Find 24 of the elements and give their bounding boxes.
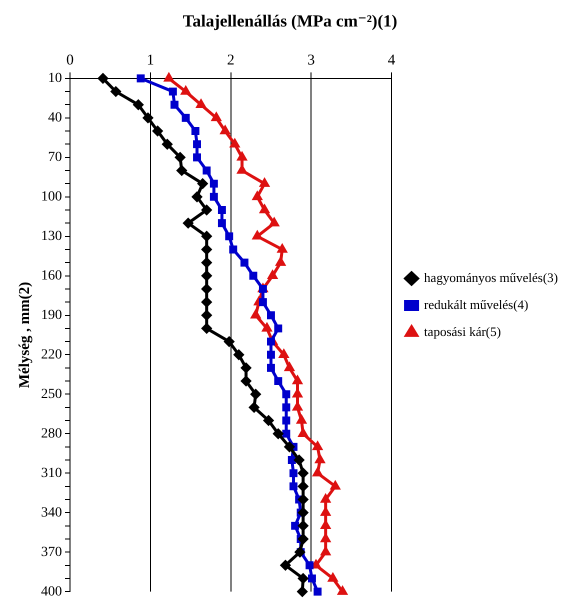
y-axis-title: Mélység , mm(2) (16, 282, 33, 388)
y-tick-label: 70 (48, 150, 62, 166)
y-tick-label: 250 (41, 386, 62, 402)
chart-title: Talajellenállás (MPa cm⁻²)(1) (182, 12, 398, 31)
y-tick-label: 280 (41, 426, 62, 442)
x-tick-label: 4 (388, 52, 396, 68)
y-tick-label: 220 (41, 347, 62, 362)
y-tick-label: 190 (41, 308, 62, 323)
y-tick-label: 40 (48, 110, 62, 126)
x-tick-label: 2 (227, 52, 235, 68)
x-tick-label: 0 (66, 52, 74, 68)
y-tick-label: 160 (41, 268, 62, 284)
y-tick-label: 370 (41, 544, 62, 560)
y-tick-label: 340 (41, 505, 62, 520)
legend-label: hagyományos művelés(3) (424, 270, 558, 285)
legend-label: redukált művelés(4) (424, 296, 528, 312)
x-tick-label: 1 (146, 52, 154, 68)
y-tick-label: 100 (41, 190, 62, 205)
x-tick-label: 3 (307, 52, 315, 68)
legend-label: taposási kár(5) (424, 324, 501, 339)
y-tick-label: 10 (48, 71, 62, 86)
y-tick-label: 130 (41, 228, 62, 244)
y-tick-label: 400 (41, 584, 62, 600)
y-tick-label: 310 (41, 466, 62, 481)
